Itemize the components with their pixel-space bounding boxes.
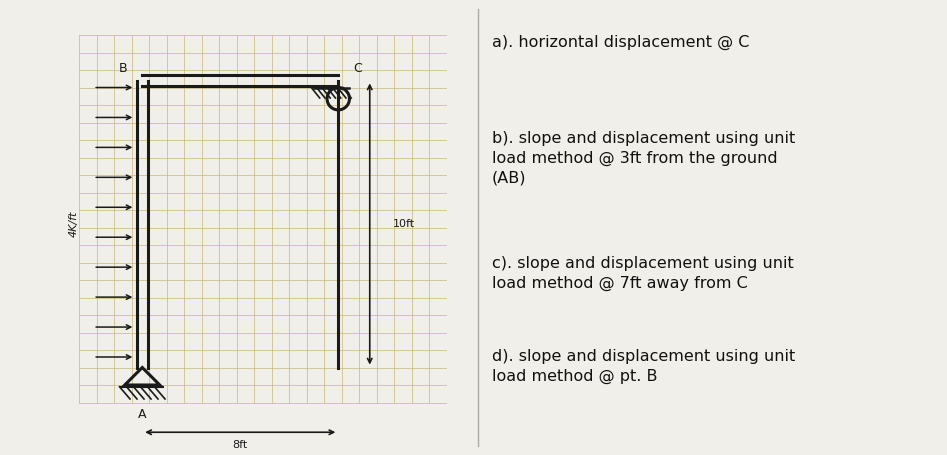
Text: 4K/ft: 4K/ft	[69, 211, 79, 237]
Text: C: C	[353, 62, 362, 75]
Text: a). horizontal displacement @ C: a). horizontal displacement @ C	[492, 35, 749, 50]
Text: A: A	[138, 408, 147, 421]
Text: b). slope and displacement using unit
load method @ 3ft from the ground
(AB): b). slope and displacement using unit lo…	[492, 131, 795, 186]
Text: c). slope and displacement using unit
load method @ 7ft away from C: c). slope and displacement using unit lo…	[492, 257, 794, 292]
Text: 10ft: 10ft	[392, 219, 415, 229]
Text: B: B	[118, 62, 127, 75]
Text: d). slope and displacement using unit
load method @ pt. B: d). slope and displacement using unit lo…	[492, 349, 795, 384]
Text: 8ft: 8ft	[233, 440, 248, 450]
